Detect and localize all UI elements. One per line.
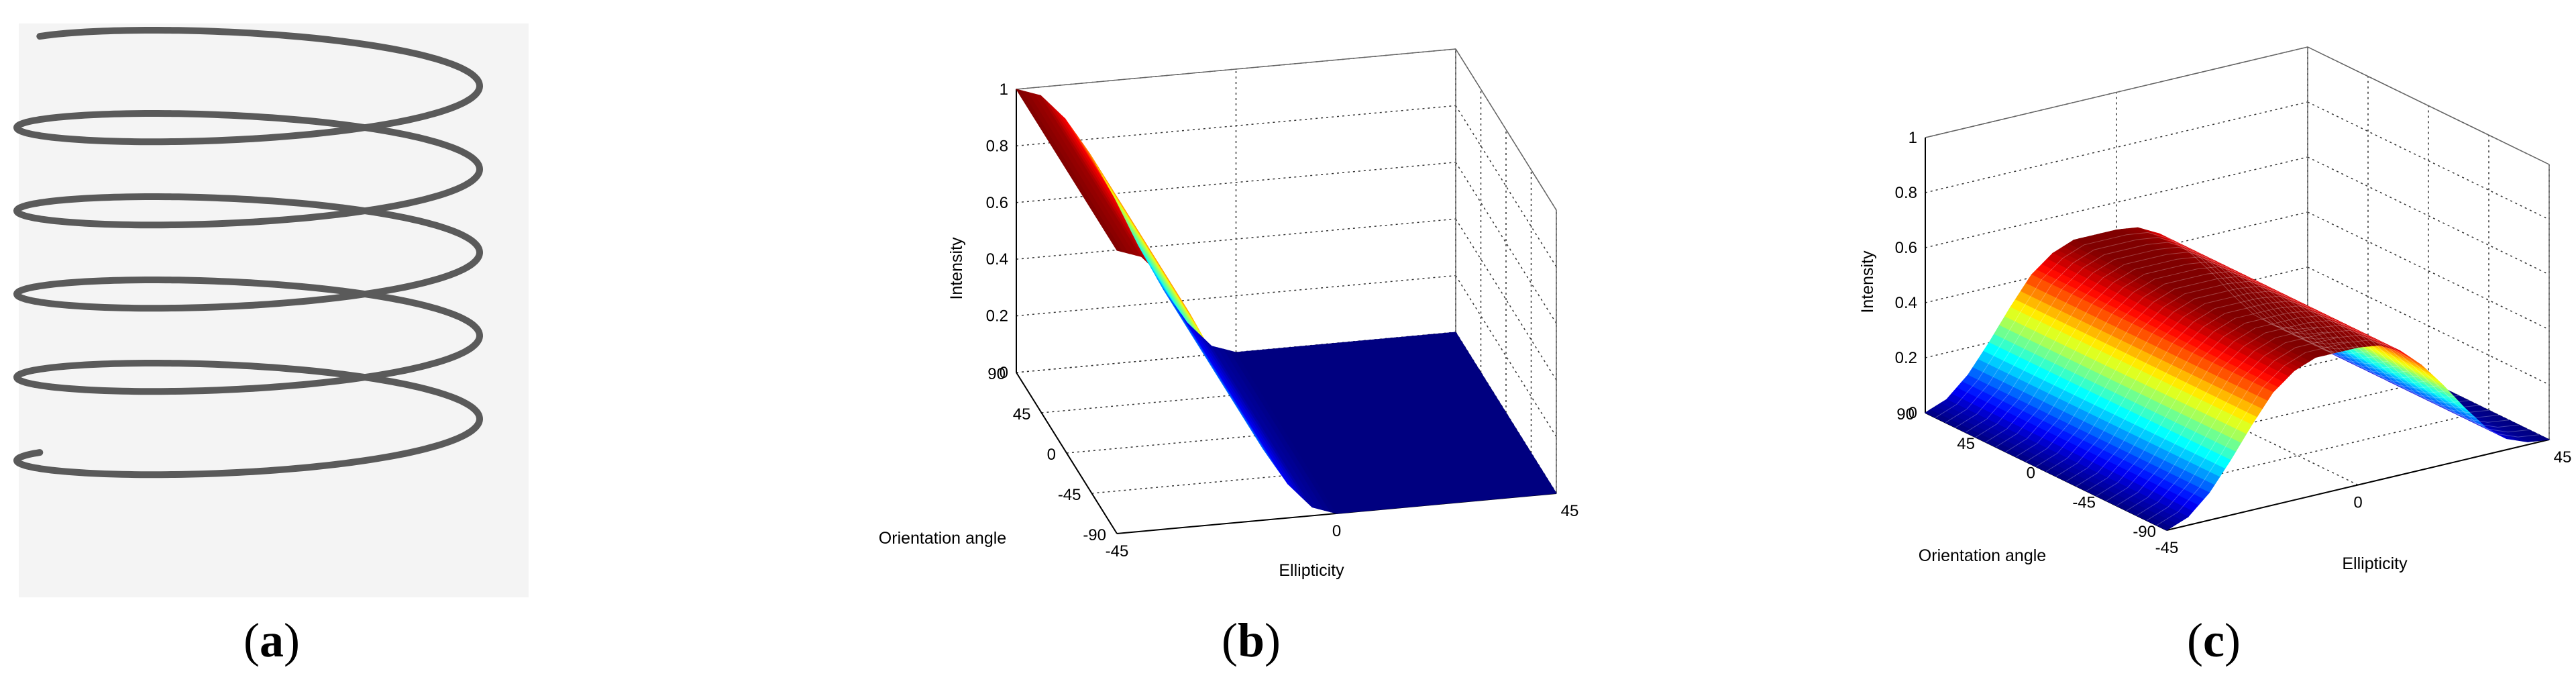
z-tick-label: 0.8 xyxy=(1895,184,1917,202)
ylabel-b: Orientation angle xyxy=(879,529,1006,548)
surface-mesh-line xyxy=(1985,256,2369,443)
x-tick-label: -45 xyxy=(2155,539,2179,557)
surface-patch xyxy=(2131,227,2381,346)
ylabel-c: Orientation angle xyxy=(1919,546,2046,565)
z-tick-label: 0.4 xyxy=(1895,294,1917,312)
grid-line xyxy=(1925,101,2308,193)
y-tick-label: -90 xyxy=(2133,523,2156,541)
surface-patch xyxy=(2068,239,2316,362)
z-tick-label: 1 xyxy=(1000,81,1008,99)
z-tick-label: 1 xyxy=(1909,129,1917,147)
grid-line xyxy=(2307,156,2550,275)
surface-c xyxy=(1924,227,2551,531)
surface-mesh-line xyxy=(2136,330,2520,516)
x-tick-label: 45 xyxy=(2554,448,2572,466)
surface-mesh-line xyxy=(2055,291,2439,477)
zlabel-b: Intensity xyxy=(947,237,966,300)
z-tick-label: 0.6 xyxy=(986,194,1008,212)
surface-b xyxy=(1015,89,1557,514)
surface-patch xyxy=(2004,307,2253,434)
x-tick-label: 45 xyxy=(1561,502,1579,520)
surface-patch xyxy=(2025,274,2274,401)
surface-patch xyxy=(1940,399,2189,521)
x-tick-label: -45 xyxy=(1106,542,1129,560)
surface-mesh-line xyxy=(2126,325,2510,511)
surface-mesh-line xyxy=(2156,340,2540,526)
surface-mesh-line xyxy=(1945,237,2328,424)
surface-patch xyxy=(2153,232,2401,352)
surface-mesh-line xyxy=(2086,305,2469,492)
surface-mesh-line xyxy=(2005,266,2389,452)
xlabel-b: Ellipticity xyxy=(1279,561,1344,580)
surface-patch xyxy=(2047,252,2295,377)
panel-label-a: (a) xyxy=(244,613,300,667)
x-tick-label: 0 xyxy=(2353,494,2362,512)
y-tick-label: -45 xyxy=(2072,493,2096,511)
surface-patch xyxy=(1983,342,2231,469)
surface-mesh-line xyxy=(2146,334,2530,521)
xlabel-c: Ellipticity xyxy=(2342,554,2408,573)
surface-mesh-line xyxy=(2106,315,2489,501)
surface-mesh-line xyxy=(1955,242,2339,428)
surface-patch xyxy=(1034,93,1142,258)
surface-mesh-line xyxy=(2096,310,2479,497)
y-tick-label: -90 xyxy=(1083,526,1106,544)
surface-patch xyxy=(1962,375,2210,499)
surface-mesh-line xyxy=(1935,232,2318,418)
y-tick-label: 45 xyxy=(1957,435,1975,453)
y-tick-label: 90 xyxy=(987,365,1006,383)
z-tick-label: 0.6 xyxy=(1895,239,1917,257)
grid-line xyxy=(1016,162,1456,203)
surface-patch xyxy=(1449,332,1557,495)
panel-label-b: (b) xyxy=(1222,613,1281,667)
z-tick-label: 0 xyxy=(1000,364,1008,382)
surface-mesh-line xyxy=(1975,252,2359,438)
y-tick-label: 45 xyxy=(1013,405,1031,424)
y-axis xyxy=(1016,372,1118,534)
zlabel-c: Intensity xyxy=(1858,250,1877,313)
surface-patch xyxy=(2088,234,2338,354)
surface-mesh-line xyxy=(2025,276,2409,462)
surface-mesh-line xyxy=(2045,286,2429,472)
surface-mesh-line xyxy=(1995,261,2379,448)
x-axis xyxy=(2166,439,2550,531)
grid-line xyxy=(2307,211,2550,330)
surface-mesh-line xyxy=(2116,320,2500,506)
surface-mesh-line xyxy=(1965,246,2349,433)
surface-mesh-line xyxy=(2076,300,2459,487)
y-tick-label: -45 xyxy=(1058,486,1081,504)
surface-mesh-line xyxy=(2015,271,2399,458)
box-edge xyxy=(2307,46,2550,165)
surface-patch xyxy=(1015,89,1124,253)
y-tick-label: 0 xyxy=(2027,464,2035,483)
panel-label-c: (c) xyxy=(2187,613,2241,667)
z-tick-label: 0.2 xyxy=(986,307,1008,326)
y-tick-label: 90 xyxy=(1896,405,1915,424)
helix-drawing xyxy=(13,27,484,479)
surface-patch xyxy=(1022,90,1130,254)
y-tick-label: 0 xyxy=(1047,446,1056,464)
grid-line xyxy=(1016,275,1456,317)
z-tick-label: 0.8 xyxy=(986,137,1008,155)
surface-mesh-line xyxy=(2035,281,2419,467)
grid-line xyxy=(1925,156,2308,248)
z-tick-label: 0.4 xyxy=(986,250,1008,268)
z-tick-label: 0 xyxy=(1909,404,1917,422)
x-tick-label: 0 xyxy=(1332,522,1341,540)
box-edge xyxy=(1925,46,2308,138)
helix-coil xyxy=(13,27,484,479)
panel-a: (a) xyxy=(13,23,529,667)
surface-patch xyxy=(2110,229,2359,349)
z-tick-label: 0.2 xyxy=(1895,349,1917,367)
box-edge xyxy=(1455,48,1557,211)
box-edge xyxy=(1016,48,1456,90)
surface-patch xyxy=(1028,91,1136,256)
surface-mesh-line xyxy=(2065,295,2449,482)
grid-line xyxy=(1925,211,2308,303)
